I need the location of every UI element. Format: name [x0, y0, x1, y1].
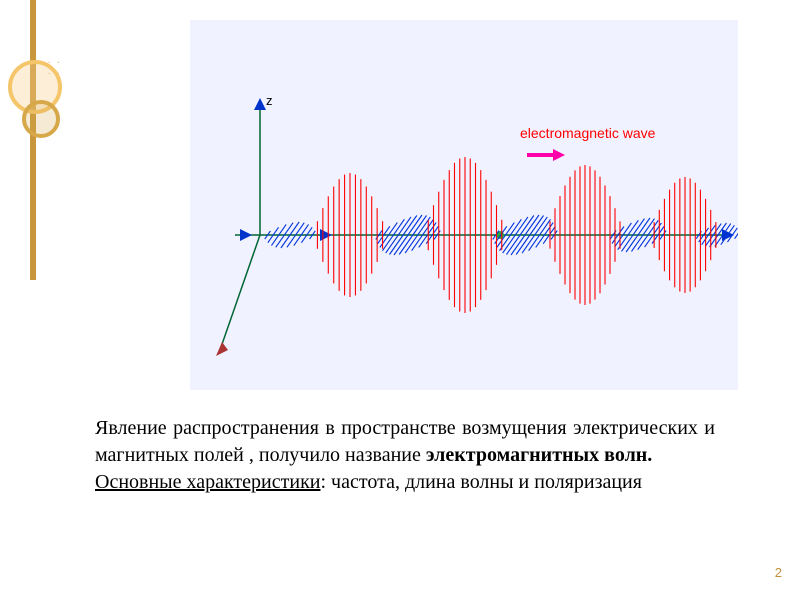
axis-z-label: z: [266, 93, 273, 108]
page-number: 2: [775, 565, 782, 580]
body-text: Явление распространения в пространстве в…: [95, 415, 715, 496]
para2-underline: Основные характеристики: [95, 471, 321, 493]
wave-svg: [190, 20, 738, 390]
para1-bold: электромагнитных волн.: [426, 444, 652, 466]
decor-circle-small: [22, 100, 60, 138]
para2-text: : частота, длина волны и поляризация: [321, 471, 642, 493]
diagram-label: electromagnetic wave: [520, 125, 655, 141]
em-wave-diagram: z electromagnetic wave: [190, 20, 738, 390]
decor-stripe: [30, 0, 36, 280]
direction-arrow-icon: [525, 148, 565, 162]
